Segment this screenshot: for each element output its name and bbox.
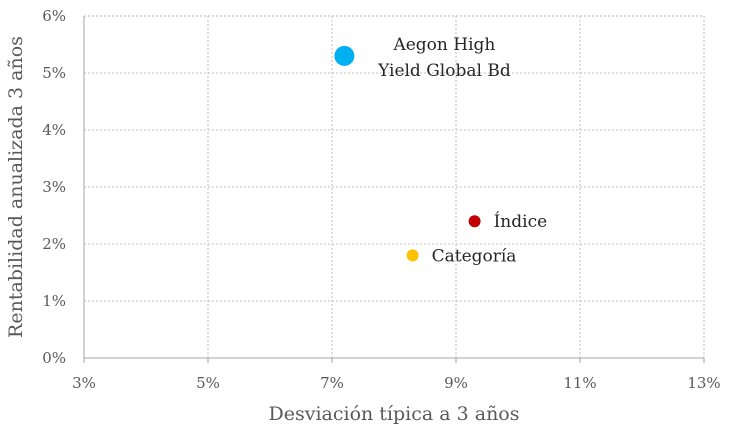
data-point	[334, 45, 355, 66]
y-tick-label: 2%	[42, 235, 66, 253]
data-point	[406, 249, 419, 262]
point-label: Índice	[494, 211, 548, 232]
y-tick-label: 5%	[42, 64, 66, 82]
y-tick-label: 3%	[42, 178, 66, 196]
data-point	[468, 215, 481, 228]
y-tick-label: 4%	[42, 121, 66, 139]
x-tick-label: 3%	[72, 374, 96, 392]
y-tick-label: 0%	[42, 349, 66, 367]
x-axis-label: Desviación típica a 3 años	[268, 403, 519, 425]
y-axis-label: Rentabilidad anualizada 3 años	[5, 36, 27, 338]
data-points	[334, 45, 481, 262]
point-label: Yield Global Bd	[377, 61, 511, 81]
point-label: Aegon High	[392, 35, 495, 55]
point-label: Categoría	[432, 246, 517, 266]
x-tick-label: 9%	[444, 374, 468, 392]
x-tick-label: 11%	[563, 374, 596, 392]
x-tick-label: 5%	[196, 374, 220, 392]
grid-lines	[84, 15, 705, 358]
tick-labels: 0% 1% 2% 3% 4% 5% 6% 3% 5% 7% 9% 11% 13%	[42, 7, 720, 392]
y-tick-label: 6%	[42, 7, 66, 25]
axes	[83, 16, 705, 363]
y-tick-label: 1%	[42, 292, 66, 310]
point-labels: Aegon High Yield Global Bd Índice Categoría	[377, 35, 548, 266]
x-tick-label: 7%	[320, 374, 344, 392]
x-tick-label: 13%	[687, 374, 720, 392]
